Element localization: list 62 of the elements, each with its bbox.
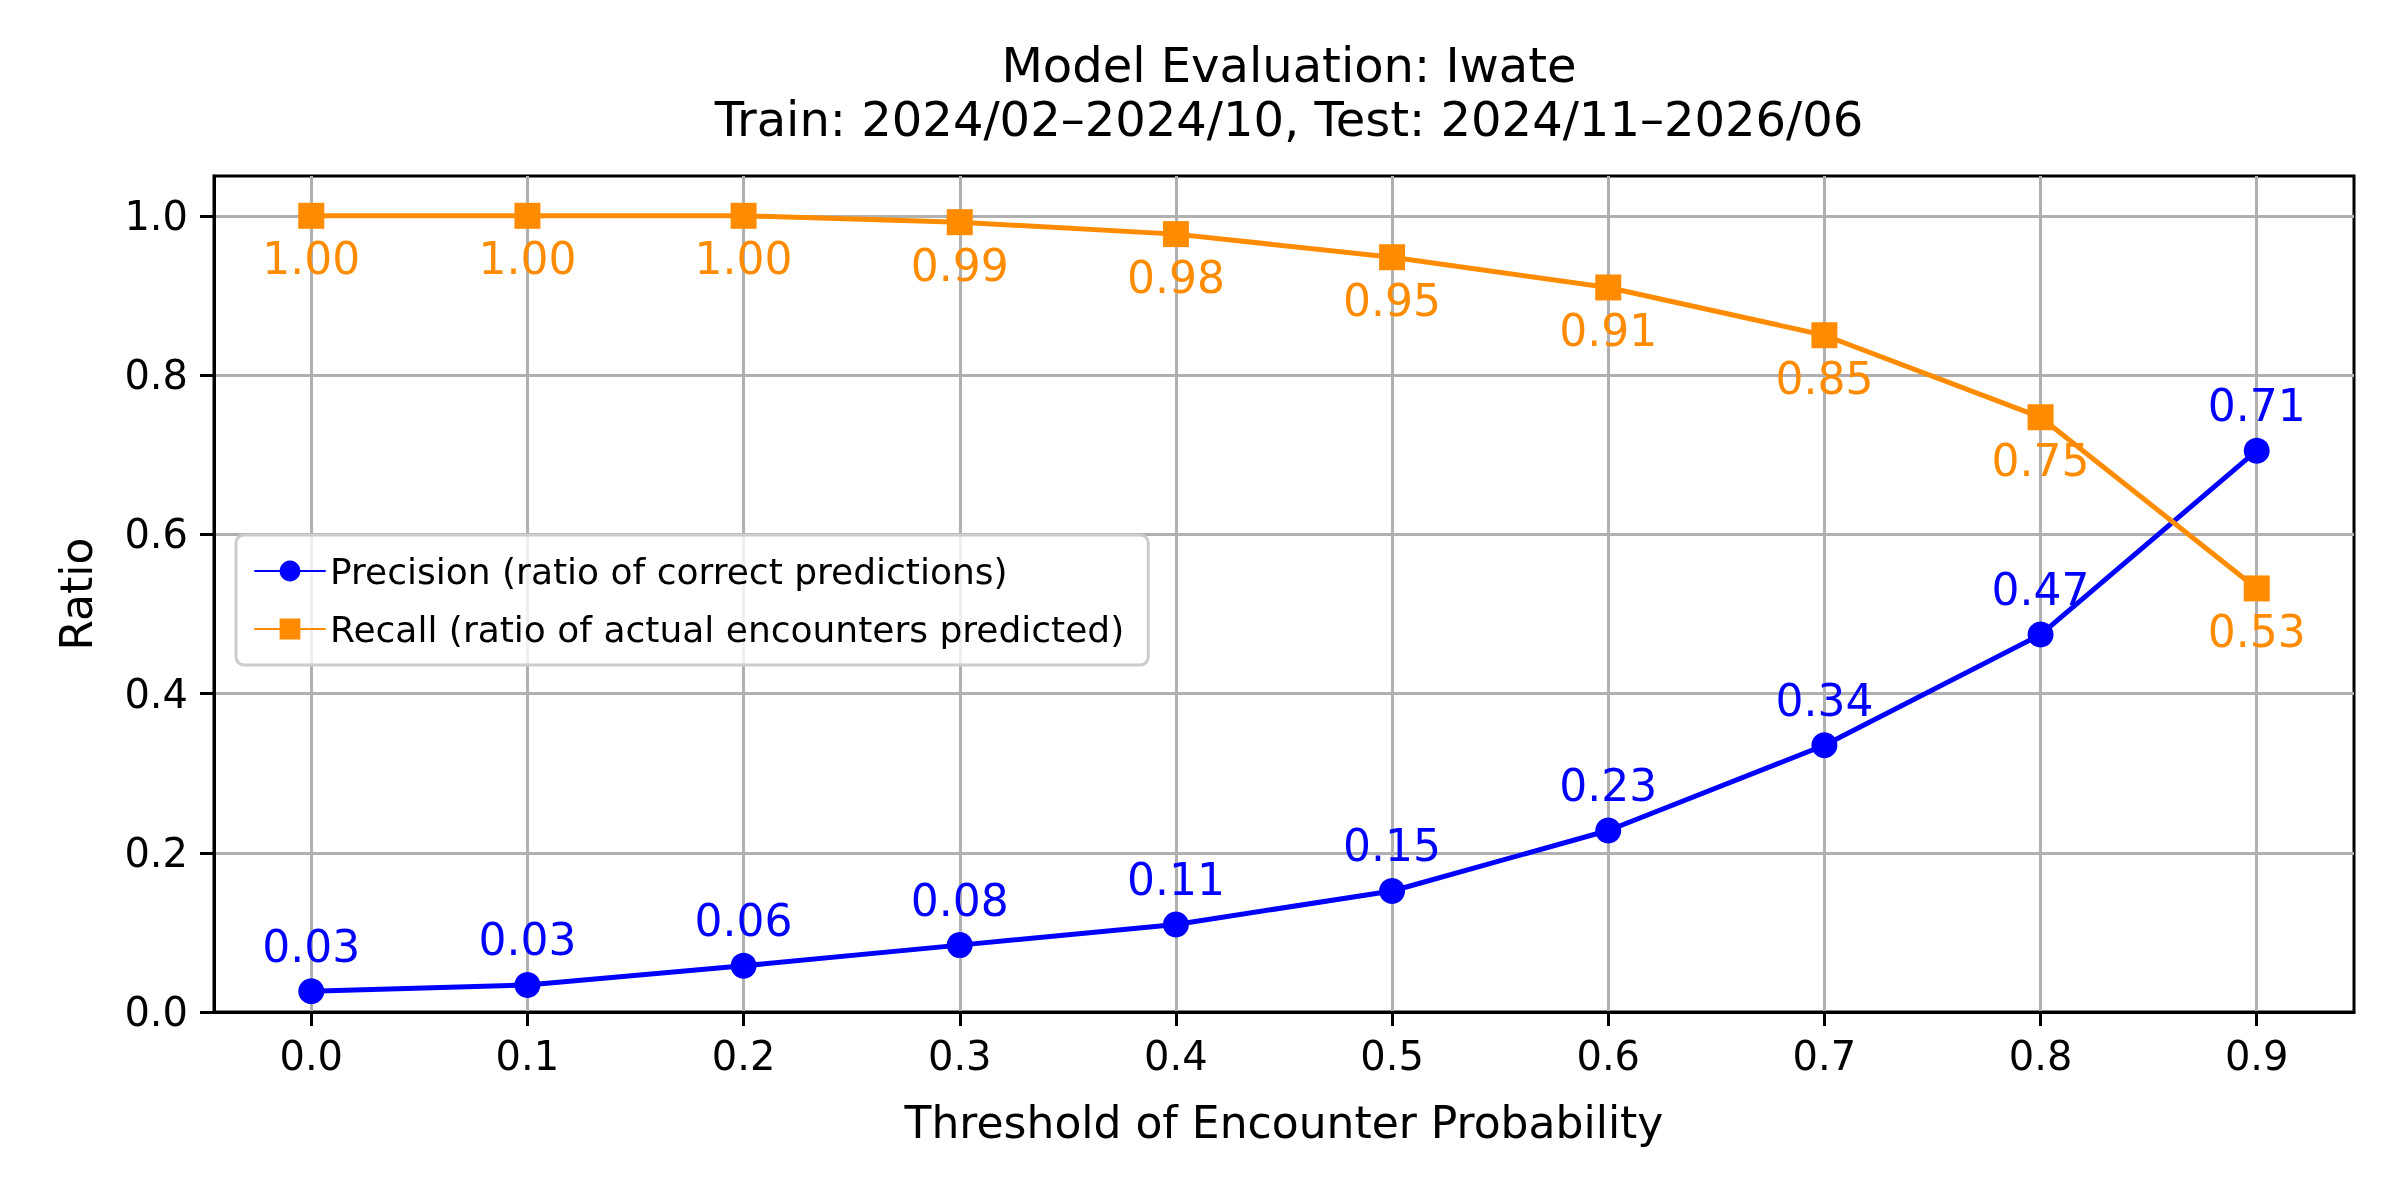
x-tick-label: 0.0: [279, 1033, 344, 1079]
point: [298, 202, 325, 229]
point: [514, 202, 541, 229]
x-tick-label: 0.2: [711, 1033, 776, 1079]
data-label: 0.99: [910, 239, 1009, 291]
x-tick-label: 0.4: [1144, 1033, 1208, 1079]
y-tick-label: 0.8: [124, 352, 188, 399]
y-tick-label: 0.4: [124, 670, 188, 717]
data-label: 1.00: [262, 233, 361, 285]
x-tick-label: 0.8: [2008, 1033, 2073, 1079]
data-label: 0.11: [1126, 853, 1225, 905]
point: [298, 978, 325, 1005]
legend-label: Precision (ratio of correct predictions): [330, 550, 1008, 592]
data-label: 0.53: [2207, 605, 2306, 657]
x-axis-title: Threshold of Encounter Probability: [903, 1096, 1664, 1148]
x-tick-label: 0.5: [1360, 1033, 1424, 1079]
x-tick-label: 0.1: [495, 1033, 560, 1079]
data-label: 0.03: [262, 920, 361, 972]
point: [1379, 244, 1406, 271]
point: [2243, 575, 2270, 602]
data-label: 0.91: [1559, 304, 1658, 356]
data-label: 0.47: [1991, 564, 2090, 616]
point: [946, 209, 973, 236]
y-tick-label: 0.2: [124, 829, 188, 876]
point: [1379, 877, 1406, 904]
point: [1811, 732, 1838, 759]
x-tick-label: 0.7: [1792, 1033, 1857, 1079]
data-label: 0.23: [1559, 759, 1658, 811]
point: [514, 971, 541, 998]
point: [946, 932, 973, 959]
x-tick-label: 0.3: [927, 1033, 992, 1079]
data-label: 0.34: [1775, 674, 1874, 726]
x-tick-label: 0.9: [2224, 1033, 2289, 1079]
data-label: 1.00: [694, 233, 793, 285]
data-label: 0.15: [1343, 820, 1442, 872]
point: [730, 202, 757, 229]
data-label: 0.71: [2207, 380, 2306, 432]
x-tick-label: 0.6: [1576, 1033, 1641, 1079]
data-label: 1.00: [478, 233, 577, 285]
point: [2027, 621, 2054, 648]
legend-label: Recall (ratio of actual encounters predicted): [330, 608, 1125, 650]
point: [2027, 404, 2054, 431]
data-label: 0.95: [1343, 274, 1442, 326]
point: [1162, 911, 1189, 938]
point: [730, 952, 757, 979]
data-label: 0.03: [478, 914, 577, 966]
y-axis-title: Ratio: [50, 537, 102, 651]
data-label: 0.08: [910, 874, 1009, 926]
chart-subtitle: Train: 2024/02–2024/10, Test: 2024/11–2026/06: [713, 91, 1864, 147]
data-label: 0.75: [1991, 434, 2090, 486]
y-tick-label: 0.0: [124, 989, 188, 1035]
point: [1595, 274, 1622, 301]
point: [2243, 437, 2270, 464]
data-label: 0.06: [694, 895, 793, 947]
y-tick-label: 1.0: [124, 192, 188, 239]
data-label: 0.98: [1126, 251, 1225, 303]
y-tick-label: 0.6: [124, 511, 188, 558]
data-label: 0.85: [1775, 352, 1874, 404]
point: [1811, 322, 1838, 349]
point: [1162, 221, 1189, 248]
chart-title: Model Evaluation: Iwate: [1001, 37, 1577, 93]
point: [1595, 817, 1622, 844]
